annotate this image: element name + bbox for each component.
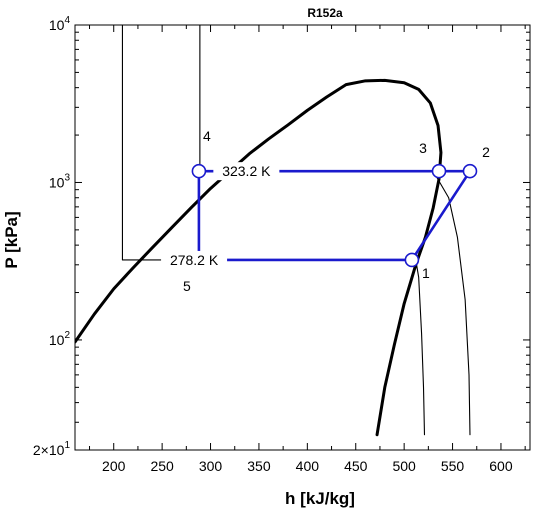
- state-point-label: 3: [419, 140, 427, 156]
- y-tick-label: 103: [49, 172, 71, 190]
- y-tick-label: 102: [49, 330, 71, 348]
- x-tick-label: 350: [247, 458, 271, 474]
- y-tick-label: 104: [49, 15, 71, 33]
- labels-layer: 323.2 K 278.2 K 1 2 3 4 5: [161, 128, 490, 294]
- curves-layer: [75, 25, 472, 437]
- state-point-label: 4: [203, 128, 211, 144]
- isotherm-label-bg: [161, 250, 228, 269]
- plot-frame: [74, 24, 531, 451]
- chart-title: R152a: [307, 6, 343, 20]
- series-saturation-dome: [75, 78, 443, 437]
- isotherm-label: 278.2 K: [170, 252, 219, 268]
- state-point-4: [191, 163, 207, 179]
- x-tick-label: 600: [489, 458, 513, 474]
- ticks-layer: 200 250 300 350 400 450 500 550 600 2×101 102 103 10…: [33, 15, 530, 474]
- plot-frame-layer: [74, 24, 531, 451]
- state-point-2: [462, 163, 478, 179]
- x-tick-label: 300: [199, 458, 223, 474]
- state-point-3: [431, 163, 447, 179]
- x-tick-label: 200: [102, 458, 126, 474]
- series-isotherm-high: [199, 25, 471, 436]
- series-refrigeration-cycle: [197, 169, 472, 262]
- state-point-label: 5: [183, 278, 191, 294]
- state-point-1: [404, 252, 420, 268]
- isotherm-label: 323.2 K: [222, 163, 271, 179]
- x-tick-label: 450: [344, 458, 368, 474]
- y-tick-label: 2×101: [33, 440, 71, 458]
- x-axis-title: h [kJ/kg]: [285, 489, 355, 508]
- isotherm-label-bg: [213, 162, 280, 181]
- state-point-label: 2: [482, 144, 490, 160]
- x-tick-label: 550: [441, 458, 465, 474]
- x-tick-label: 400: [296, 458, 320, 474]
- x-tick-label: 250: [150, 458, 174, 474]
- y-axis-title: P [kPa]: [2, 211, 21, 268]
- x-tick-label: 500: [392, 458, 416, 474]
- state-point-label: 1: [422, 265, 430, 281]
